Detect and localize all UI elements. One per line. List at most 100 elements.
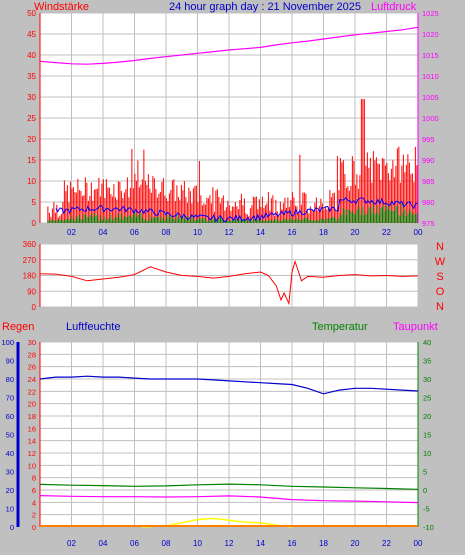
rain-tick-label: 28: [28, 350, 36, 359]
wind-pressure-panel: 0510152025303540455097598098599099510001…: [27, 9, 439, 237]
rain-tick-label: 18: [28, 412, 36, 421]
x-tick-label: 00: [414, 539, 423, 548]
x-tick-label: 04: [99, 539, 108, 548]
x-tick-label: 12: [225, 539, 234, 548]
humidity-tick-label: 90: [6, 357, 14, 366]
compass-label: O: [436, 286, 445, 298]
humidity-tick-label: 100: [1, 338, 14, 347]
humidity-tick-label: 20: [6, 486, 14, 495]
x-tick-label: 18: [319, 228, 328, 237]
x-tick-label: 14: [256, 228, 265, 237]
pressure-tick-label: 985: [422, 177, 435, 186]
wind-tick-label: 25: [27, 114, 36, 123]
rain-tick-label: 2: [32, 511, 36, 520]
x-tick-label: 22: [382, 228, 391, 237]
wind-tick-label: 15: [27, 156, 36, 165]
x-tick-label: 20: [351, 539, 360, 548]
rain-tick-label: 22: [28, 387, 36, 396]
temperature-tick-label: 30: [423, 375, 431, 384]
humidity-tick-label: 50: [6, 431, 14, 440]
temperature-line: [39, 483, 419, 490]
pressure-tick-label: 1025: [422, 9, 439, 18]
temperature-label: Temperatur: [312, 321, 368, 333]
pressure-tick-label: 990: [422, 156, 435, 165]
rain-tick-label: 16: [28, 424, 36, 433]
pressure-tick-label: 1010: [422, 72, 439, 81]
wind-tick-label: 35: [27, 72, 36, 81]
pressure-tick-label: 975: [422, 219, 435, 228]
rain-tick-label: 20: [28, 400, 36, 409]
wind-average-line: [55, 196, 418, 223]
rain-tick-label: 0: [32, 523, 36, 532]
x-tick-label: 20: [351, 228, 360, 237]
temperature-tick-label: 35: [423, 357, 431, 366]
x-tick-label: 02: [67, 539, 76, 548]
humidity-tick-label: 70: [6, 394, 14, 403]
temperature-tick-label: -10: [423, 523, 434, 532]
x-tick-label: 16: [288, 539, 297, 548]
humidity-tick-label: 10: [6, 505, 14, 514]
wind-tick-label: 20: [27, 135, 36, 144]
direction-line: [39, 259, 419, 306]
compass-label: W: [435, 256, 446, 268]
x-tick-label: 12: [225, 228, 234, 237]
wind-tick-label: 0: [32, 219, 37, 228]
wind-bars: [47, 99, 418, 223]
x-tick-label: 16: [288, 228, 297, 237]
x-tick-label: 22: [382, 539, 391, 548]
pressure-tick-label: 995: [422, 135, 435, 144]
x-tick-label: 06: [130, 228, 139, 237]
pressure-tick-label: 980: [422, 198, 435, 207]
graph-title: 24 hour graph day : 21 November 2025: [169, 1, 361, 13]
temperature-tick-label: 40: [423, 338, 431, 347]
pressure-tick-label: 1015: [422, 51, 439, 60]
temperature-tick-label: 0: [423, 486, 427, 495]
humidity-tick-label: 80: [6, 375, 14, 384]
rain-tick-label: 12: [28, 449, 36, 458]
wind-tick-label: 10: [27, 177, 36, 186]
humidity-line: [39, 375, 419, 395]
radiation-line: [142, 517, 293, 528]
rain-tick-label: 14: [28, 437, 36, 446]
x-tick-label: 18: [319, 539, 328, 548]
wind-tick-label: 50: [27, 9, 36, 18]
rain-tick-label: 4: [32, 498, 36, 507]
rain-tick-label: 30: [28, 338, 36, 347]
humidity-label: Luftfeuchte: [66, 321, 120, 333]
x-tick-label: 08: [162, 539, 171, 548]
pressure-tick-label: 1020: [422, 30, 439, 39]
rain-tick-label: 10: [28, 461, 36, 470]
x-tick-label: 06: [130, 539, 139, 548]
humidity-tick-label: 60: [6, 412, 14, 421]
temperature-tick-label: 25: [423, 394, 431, 403]
x-tick-label: 02: [67, 228, 76, 237]
wind-tick-label: 40: [27, 51, 36, 60]
dewpoint-line: [39, 495, 419, 504]
direction-tick-label: 360: [23, 240, 37, 249]
temperature-tick-label: 20: [423, 412, 431, 421]
humidity-tick-label: 30: [6, 468, 14, 477]
direction-tick-label: 0: [32, 303, 37, 312]
x-tick-label: 10: [193, 539, 202, 548]
rain-tick-label: 6: [32, 486, 36, 495]
temperature-tick-label: 15: [423, 431, 431, 440]
wind-tick-label: 5: [32, 198, 37, 207]
pressure-tick-label: 1005: [422, 93, 439, 102]
pressure-tick-label: 1000: [422, 114, 439, 123]
temperature-tick-label: 10: [423, 449, 431, 458]
direction-tick-label: 180: [23, 272, 37, 281]
x-tick-label: 00: [414, 228, 423, 237]
compass-label: N: [436, 241, 444, 253]
direction-tick-label: 90: [27, 287, 36, 296]
pressure-label: Luftdruck: [371, 1, 417, 13]
x-tick-label: 14: [256, 539, 265, 548]
wind-tick-label: 45: [27, 30, 36, 39]
direction-tick-label: 270: [23, 256, 37, 265]
humidity-tick-label: 0: [10, 523, 14, 532]
wind-tick-label: 30: [27, 93, 36, 102]
humidity-tick-label: 40: [6, 449, 14, 458]
compass-label: S: [436, 271, 443, 283]
rain-label: Regen: [2, 321, 34, 333]
dewpoint-label: Taupunkt: [393, 321, 438, 333]
